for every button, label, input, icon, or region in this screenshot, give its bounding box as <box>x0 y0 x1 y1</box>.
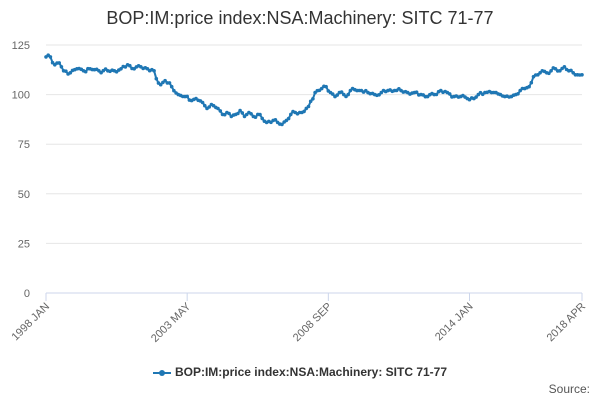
data-point[interactable] <box>260 116 265 121</box>
data-point[interactable] <box>377 93 381 97</box>
data-point[interactable] <box>434 92 439 97</box>
x-tick-label: 2003 MAY <box>149 300 194 345</box>
data-point[interactable] <box>207 105 211 109</box>
x-tick-label: 1998 JAN <box>9 301 52 344</box>
data-point[interactable] <box>339 90 344 94</box>
data-point[interactable] <box>529 80 534 85</box>
y-tick-label: 75 <box>18 139 30 151</box>
data-point[interactable] <box>238 108 242 113</box>
data-point[interactable] <box>172 88 176 93</box>
data-point[interactable] <box>414 90 419 94</box>
data-point[interactable] <box>57 61 61 65</box>
grid-lines <box>46 44 582 244</box>
data-point[interactable] <box>240 111 245 115</box>
data-point[interactable] <box>169 84 174 89</box>
y-tick-label: 25 <box>18 238 30 250</box>
data-point[interactable] <box>64 69 68 73</box>
data-point[interactable] <box>447 92 452 96</box>
data-point[interactable] <box>306 104 311 109</box>
data-point[interactable] <box>203 103 207 108</box>
legend[interactable]: BOP:IM:price index:NSA:Machinery: SITC 7… <box>0 365 600 379</box>
data-point[interactable] <box>185 94 189 99</box>
data-point[interactable] <box>308 99 313 104</box>
data-point[interactable] <box>346 92 351 97</box>
credits-link[interactable]: Source: <box>548 382 590 396</box>
data-point[interactable] <box>280 122 284 127</box>
data-point[interactable] <box>527 84 531 89</box>
series-layer <box>44 53 584 127</box>
data-point[interactable] <box>218 109 223 113</box>
x-tick-label: 2018 APR <box>545 301 589 345</box>
x-axis: 1998 JAN 2003 MAY 2008 SEP 2014 JAN 2018 APR <box>9 292 589 345</box>
data-point[interactable] <box>152 69 156 73</box>
data-point[interactable] <box>216 106 220 111</box>
x-tick-label: 2008 SEP <box>291 301 335 345</box>
legend-dot <box>158 369 165 376</box>
y-tick-label: 50 <box>18 189 30 201</box>
y-tick-label: 100 <box>12 90 30 102</box>
data-point[interactable] <box>516 92 520 96</box>
chart-title: BOP:IM:price index:NSA:Machinery: SITC 7… <box>106 8 494 28</box>
data-point[interactable] <box>335 93 340 97</box>
data-point[interactable] <box>119 67 123 71</box>
data-point[interactable] <box>302 109 306 114</box>
data-point[interactable] <box>83 69 88 74</box>
data-point[interactable] <box>167 81 172 85</box>
data-point[interactable] <box>580 73 584 77</box>
data-point[interactable] <box>200 100 205 105</box>
data-point[interactable] <box>236 111 240 116</box>
data-point[interactable] <box>286 116 291 121</box>
y-tick-label: 0 <box>24 288 30 300</box>
data-point[interactable] <box>128 63 132 68</box>
data-point[interactable] <box>48 55 53 59</box>
legend-line-icon <box>152 368 171 378</box>
legend-label: BOP:IM:price index:NSA:Machinery: SITC 7… <box>174 365 448 379</box>
data-point[interactable] <box>549 69 553 73</box>
data-point[interactable] <box>163 78 167 83</box>
y-axis: 0 25 50 75 100 125 <box>12 40 30 300</box>
y-tick-label: 125 <box>12 40 30 52</box>
data-point[interactable] <box>258 112 262 117</box>
data-point[interactable] <box>59 65 64 69</box>
data-point[interactable] <box>249 112 253 116</box>
data-point[interactable] <box>68 71 73 75</box>
data-point[interactable] <box>311 97 315 101</box>
data-point[interactable] <box>569 68 573 73</box>
data-point[interactable] <box>319 86 324 91</box>
data-point[interactable] <box>474 95 478 99</box>
data-point[interactable] <box>330 92 335 96</box>
data-point[interactable] <box>562 65 567 69</box>
data-point[interactable] <box>227 111 231 116</box>
data-point[interactable] <box>289 112 293 117</box>
data-point[interactable] <box>558 69 562 73</box>
data-point[interactable] <box>154 76 159 81</box>
data-point[interactable] <box>547 71 551 76</box>
data-point[interactable] <box>158 82 163 87</box>
data-point[interactable] <box>253 115 258 119</box>
data-point[interactable] <box>324 84 328 89</box>
data-point[interactable] <box>273 118 278 122</box>
data-point[interactable] <box>222 112 227 117</box>
x-tick-label: 2014 JAN <box>433 301 476 344</box>
